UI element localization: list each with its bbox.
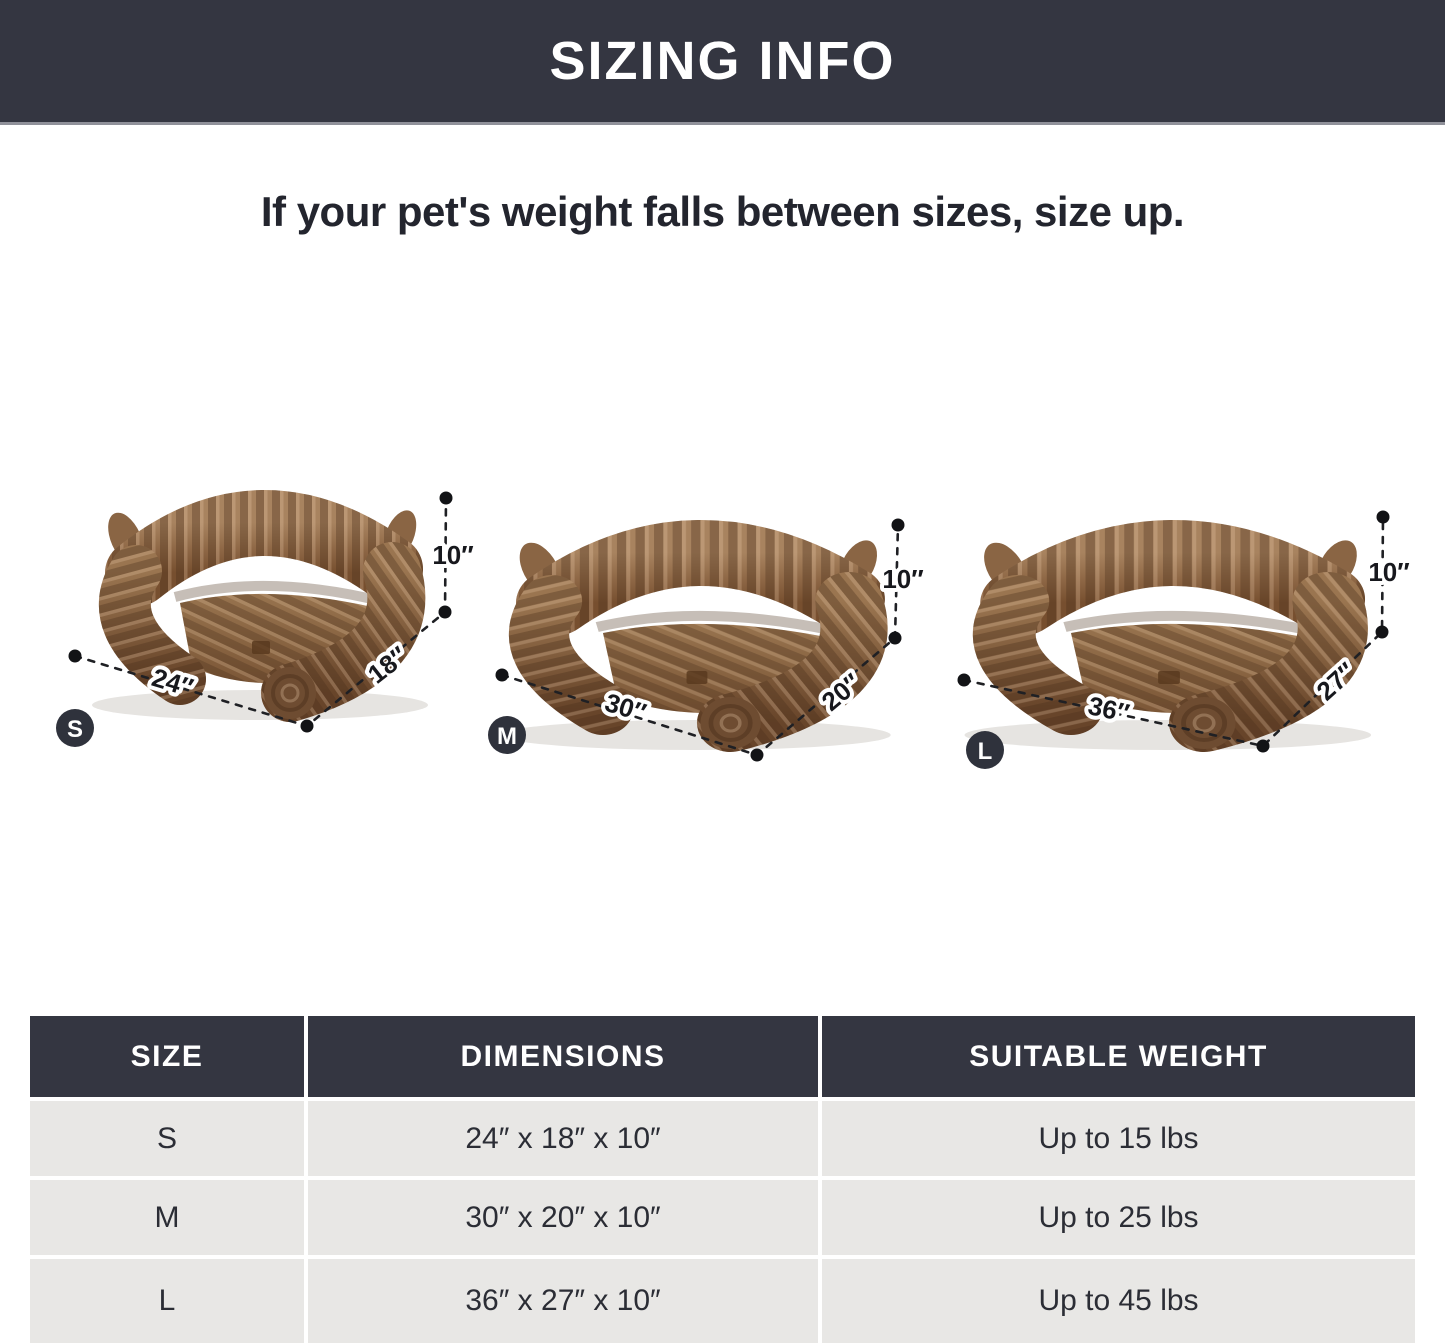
size-badge: M bbox=[488, 716, 526, 754]
size-badge-label: L bbox=[978, 738, 993, 765]
weight-cell: Up to 15 lbs bbox=[822, 1101, 1415, 1176]
size-badge: L bbox=[966, 731, 1004, 769]
size-cell: L bbox=[30, 1259, 304, 1343]
table-row: L 36″ x 27″ x 10″ Up to 45 lbs bbox=[30, 1259, 1415, 1343]
sizing-table: SIZE DIMENSIONS SUITABLE WEIGHT S 24″ x … bbox=[30, 1016, 1415, 1343]
size-cell: M bbox=[30, 1180, 304, 1255]
size-badge: S bbox=[56, 709, 94, 747]
banner: SIZING INFO bbox=[0, 0, 1445, 125]
size-badge-label: S bbox=[67, 716, 83, 743]
table-header-row: SIZE DIMENSIONS SUITABLE WEIGHT bbox=[30, 1016, 1415, 1097]
dimensions-cell: 24″ x 18″ x 10″ bbox=[308, 1101, 818, 1176]
dimensions-cell: 36″ x 27″ x 10″ bbox=[308, 1259, 818, 1343]
pet-bed-illustration bbox=[501, 536, 891, 750]
size-badge-label: M bbox=[497, 723, 517, 750]
column-header-dimensions: DIMENSIONS bbox=[308, 1016, 818, 1097]
size-s-bed-figure: 24″ 18″ 10″ S bbox=[56, 425, 478, 755]
height-dimension-label: 10″ bbox=[432, 540, 473, 570]
size-cell: S bbox=[30, 1101, 304, 1176]
table-row: M 30″ x 20″ x 10″ Up to 25 lbs bbox=[30, 1180, 1415, 1255]
page-title: SIZING INFO bbox=[549, 31, 896, 91]
weight-cell: Up to 25 lbs bbox=[822, 1180, 1415, 1255]
subtitle-text: If your pet's weight falls between sizes… bbox=[260, 188, 1185, 235]
pet-bed-illustration bbox=[92, 506, 428, 720]
column-header-size: SIZE bbox=[30, 1016, 304, 1097]
size-l-bed-figure: 36″ 27″ 10″ L bbox=[945, 440, 1414, 770]
dimensions-cell: 30″ x 20″ x 10″ bbox=[308, 1180, 818, 1255]
table-row: S 24″ x 18″ x 10″ Up to 15 lbs bbox=[30, 1101, 1415, 1176]
height-dimension-label: 10″ bbox=[882, 564, 923, 594]
height-dimension-label: 10″ bbox=[1368, 557, 1409, 587]
size-m-bed-figure: 30″ 20″ 10″ M bbox=[475, 445, 925, 775]
column-header-weight: SUITABLE WEIGHT bbox=[822, 1016, 1415, 1097]
weight-cell: Up to 45 lbs bbox=[822, 1259, 1415, 1343]
pet-bed-illustration bbox=[965, 536, 1372, 750]
